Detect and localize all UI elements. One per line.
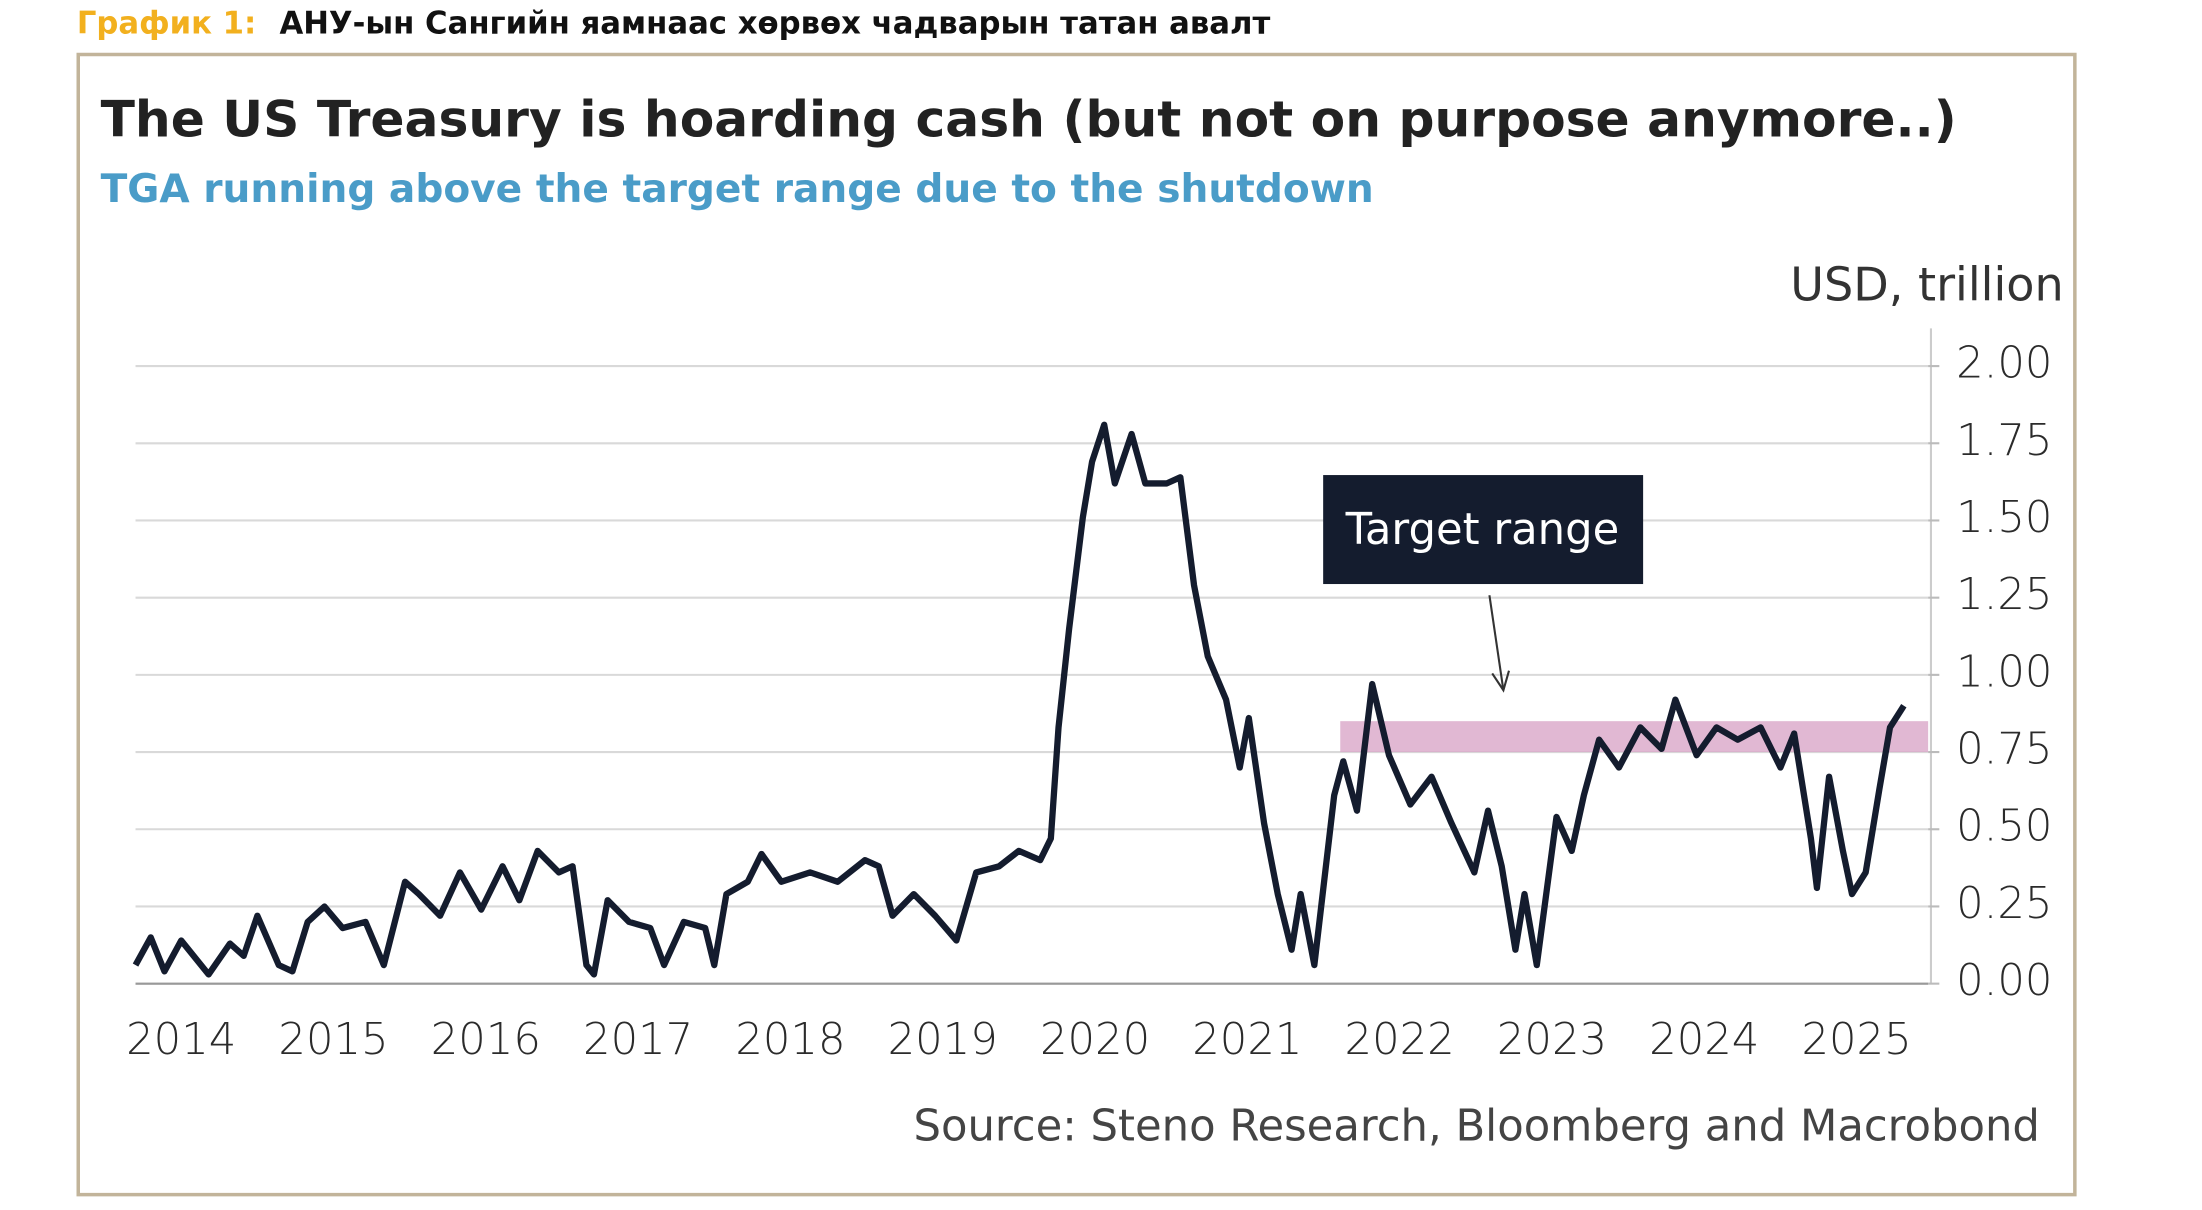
annotation-box xyxy=(1323,475,1644,585)
frame xyxy=(76,52,2077,1197)
plot: 0.00 0.25 0.50 0.75 1.00 1.25 1.50 1.75 2.00 2014… xyxy=(126,339,2052,1065)
y-tick-label: 1.25 xyxy=(1956,570,2052,620)
y-axis-label: USD, trillion xyxy=(1790,257,2063,311)
x-tick-label: 2023 xyxy=(1497,1015,1607,1065)
x-tick-label: 2024 xyxy=(1649,1015,1759,1065)
y-tick-label: 1.75 xyxy=(1956,416,2052,466)
y-tick-label: 1.50 xyxy=(1956,493,2052,543)
x-tick-label: 2019 xyxy=(888,1015,998,1065)
chart-subtitle: TGA running above the target range due t… xyxy=(101,167,1374,212)
x-tick-label: 2018 xyxy=(735,1015,845,1065)
x-tick-label: 2022 xyxy=(1345,1015,1455,1065)
annotation-arrow xyxy=(1488,595,1505,691)
y-tick-label: 0.50 xyxy=(1956,802,2052,852)
y-tick-label: 0.00 xyxy=(1956,956,2052,1006)
tga-line xyxy=(132,421,1907,978)
y-tick-label: 2.00 xyxy=(1956,339,2052,389)
header-text: АНУ-ын Сангийн яамнаас хөрвөх чадварын т… xyxy=(279,6,1270,42)
x-tick-label: 2021 xyxy=(1192,1015,1302,1065)
chart-title: The US Treasury is hoarding cash (but no… xyxy=(101,89,1957,148)
annotation-arrowhead xyxy=(1491,670,1510,693)
x-tick-label: 2016 xyxy=(431,1015,541,1065)
header-label: График 1: xyxy=(77,6,257,42)
x-tick-label: 2020 xyxy=(1040,1015,1150,1065)
annotation-text: Target range xyxy=(1345,505,1620,555)
x-tick-label: 2025 xyxy=(1801,1015,1911,1065)
y-tick-label: 1.00 xyxy=(1956,647,2052,697)
source: Source: Steno Research, Bloomberg and Ma… xyxy=(914,1101,2040,1151)
x-tick-label: 2017 xyxy=(583,1015,693,1065)
x-tick-label: 2014 xyxy=(126,1015,236,1065)
y-tick-label: 0.75 xyxy=(1956,725,2052,775)
y-tick-label: 0.25 xyxy=(1956,879,2052,929)
x-tick-label: 2015 xyxy=(278,1015,388,1065)
